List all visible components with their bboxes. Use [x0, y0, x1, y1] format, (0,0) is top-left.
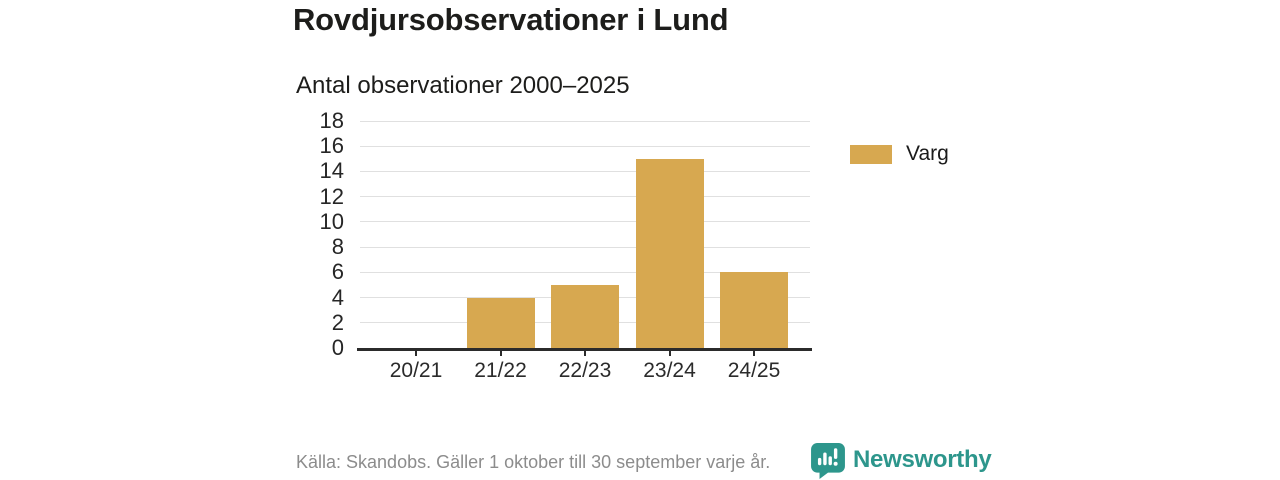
- bar-21-22: [466, 297, 535, 348]
- x-axis-tick-label: 24/25: [727, 359, 781, 382]
- bar-24-25: [720, 272, 788, 348]
- y-axis-tick-label: 4: [331, 284, 344, 310]
- bar-22-23: [551, 284, 619, 348]
- x-axis-tick: [753, 348, 755, 356]
- x-axis-tick: [668, 348, 671, 356]
- gridline-y-8: [360, 246, 810, 248]
- y-axis-tick-label: 8: [331, 234, 344, 260]
- y-axis-tick-label: 14: [319, 158, 344, 184]
- gridline-y-12: [360, 196, 810, 198]
- y-axis-tick-label: 18: [319, 108, 344, 133]
- gridline-y-18: [360, 120, 810, 122]
- bar-chart: 20/21 21/22 22/23 23/24 24/25 0 2 4 6 8 10 12 14 16 1…: [288, 109, 888, 411]
- gridline-y-6: [360, 271, 810, 273]
- x-axis-tick-label: 22/23: [558, 359, 612, 382]
- x-axis-tick-label: 20/21: [389, 359, 443, 382]
- y-axis-tick-label: 2: [331, 309, 344, 335]
- x-axis-tick-label: 23/24: [643, 359, 696, 382]
- chart-subtitle: Antal observationer 2000–2025: [296, 72, 630, 99]
- source-note: Källa: Skandobs. Gäller 1 oktober till 3…: [296, 452, 771, 472]
- legend-swatch-varg: [850, 144, 892, 164]
- legend: Varg: [850, 142, 949, 166]
- plot-area: 20/21 21/22 22/23 23/24 24/25: [357, 120, 812, 382]
- x-axis-tick: [415, 348, 417, 356]
- chart-title: Rovdjursobservationer i Lund: [293, 2, 729, 37]
- x-axis-tick-label: 21/22: [474, 359, 527, 382]
- bar-23-24: [635, 158, 704, 348]
- y-axis-tick-label: 10: [319, 208, 344, 234]
- newsworthy-icon: [811, 443, 845, 479]
- gridline-y-14: [360, 170, 810, 172]
- y-axis-tick-label: 6: [331, 259, 344, 285]
- gridline-y-16: [360, 145, 810, 147]
- x-axis-tick: [499, 348, 502, 356]
- y-axis-tick-label: 12: [319, 183, 344, 209]
- y-axis-tick-label: 16: [319, 133, 344, 159]
- newsworthy-wordmark: Newsworthy: [853, 446, 992, 473]
- y-axis-tick-label: 0: [331, 335, 344, 360]
- x-axis-tick: [584, 348, 586, 356]
- newsworthy-logo[interactable]: Newsworthy: [811, 443, 992, 479]
- legend-label-varg: Varg: [906, 142, 949, 165]
- gridline-y-10: [360, 221, 810, 223]
